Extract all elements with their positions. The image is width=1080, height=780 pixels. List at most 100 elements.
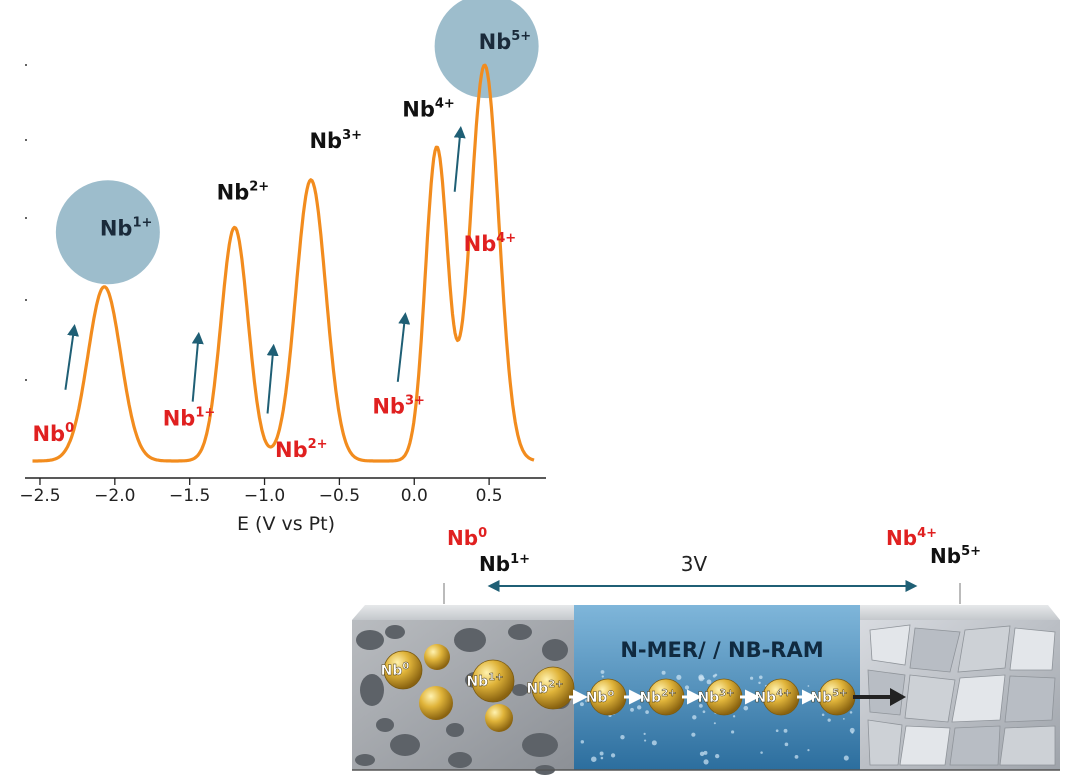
bubble (698, 674, 704, 680)
crystal-facet (867, 719, 903, 766)
bubble (600, 756, 604, 760)
pore (542, 639, 568, 661)
series-line (32, 63, 535, 463)
bubble (645, 710, 649, 714)
bubble (849, 727, 855, 733)
x-tick-label: −1.0 (244, 486, 285, 506)
right-black-label: Nb5+ (930, 544, 981, 568)
y-dot (25, 64, 27, 66)
oxidation-arrow (64, 323, 79, 390)
x-tick-label: −0.5 (319, 486, 360, 506)
particle-label: Nb1+ (466, 672, 503, 690)
nb-particle: Nb0 (380, 650, 423, 690)
left-red-label: Nb0 (447, 526, 487, 550)
bubble (699, 751, 705, 757)
pore (376, 718, 394, 732)
y-axis-marks (25, 64, 27, 381)
left-black-label: Nb1+ (479, 552, 530, 576)
oxidation-arrow (191, 331, 204, 402)
span-label: 3V (681, 552, 708, 576)
bubble (731, 730, 735, 734)
bubble (713, 722, 716, 725)
reduced-label: Nb3+ (372, 393, 425, 418)
bubble (630, 707, 634, 712)
bubble (715, 753, 720, 759)
x-ticks: −2.5 −2.0 −1.5 −1.0 −0.5 0.0 0.5 (19, 478, 503, 506)
gold-ball (424, 644, 450, 670)
device-diagram: Nb0 Nb1+ Nb4+ Nb5+ 3V N-MER/ / NB-RAM Nb… (352, 526, 1060, 775)
particle-ball (471, 659, 515, 703)
bubble (591, 756, 597, 762)
bubble (807, 749, 810, 752)
crystal-facet (949, 725, 1001, 766)
bubble (703, 750, 708, 755)
reduced-label: Nb2+ (275, 437, 328, 462)
bubble (651, 740, 657, 746)
oxidation-arrow (453, 125, 466, 192)
reduced-label: Nb4+ (464, 231, 517, 256)
pore (512, 684, 528, 696)
nb-particle: Nb2+ (639, 678, 685, 716)
porous-particles: Nb0 Nb1+ Nb2+ (380, 650, 575, 710)
highlight-circle (55, 180, 160, 285)
oxidized-label: Nb1+ (100, 215, 153, 240)
pore (508, 624, 532, 640)
highlight-circles (55, 0, 539, 285)
oxidation-arrows (64, 125, 466, 414)
bubble (783, 728, 788, 733)
particle-ball (383, 650, 423, 690)
y-dot (25, 379, 27, 381)
oxidized-label: Nb4+ (402, 96, 455, 121)
pore (360, 674, 384, 706)
bubble (851, 731, 854, 734)
bubble (620, 734, 625, 740)
electrolyte-title: N-MER/ / NB-RAM (620, 638, 823, 662)
reduced-state-labels: Nb0 Nb1+ Nb2+ Nb3+ Nb4+ (32, 231, 516, 462)
bubble (684, 685, 690, 690)
crystal-facet (869, 624, 911, 666)
reduced-label: Nb0 (32, 421, 74, 446)
cyclic-voltammogram-chart: −2.5 −2.0 −1.5 −1.0 −0.5 0.0 0.5 E (V vs Pt) N… (19, 0, 546, 535)
bubble (698, 703, 703, 708)
bubble (760, 751, 763, 754)
particle-label: Nbo (586, 688, 615, 706)
bubble (775, 729, 779, 733)
x-axis-label: E (V vs Pt) (237, 513, 335, 535)
bubble (758, 675, 763, 680)
bubble (644, 739, 647, 742)
crystal-facet (1004, 675, 1056, 723)
bubble (636, 705, 642, 710)
y-dot (25, 299, 27, 301)
oxidized-label: Nb3+ (309, 128, 362, 153)
x-tick-label: −2.5 (19, 486, 60, 506)
pore (356, 630, 384, 650)
bubble (692, 715, 697, 720)
oxidation-arrow (266, 343, 279, 414)
crystal-facet (867, 669, 906, 716)
pore (448, 752, 472, 768)
particle-label: Nb2+ (526, 679, 563, 697)
x-tick-label: 0.0 (401, 486, 428, 506)
reduced-label: Nb1+ (163, 405, 216, 430)
pore (446, 723, 464, 737)
bubble (676, 674, 682, 680)
gold-ball (485, 704, 513, 732)
oxidized-label: Nb5+ (479, 29, 532, 54)
bubble (749, 676, 754, 680)
x-tick-label: −2.0 (94, 486, 135, 506)
crystal-facet (957, 625, 1011, 673)
nb-particle: Nbo (585, 678, 627, 716)
bubble (580, 740, 585, 744)
bubble (712, 674, 716, 678)
particle-chain: Nbo Nb2+ Nb3+ Nb4+ Nb5+ (569, 678, 856, 716)
bubble (706, 679, 712, 685)
crystal-facet (904, 674, 956, 723)
crystal-facets (867, 624, 1056, 766)
y-dot (25, 139, 27, 141)
bubble (807, 685, 810, 687)
gold-ball (419, 686, 453, 720)
bubble (743, 705, 749, 711)
bubble (579, 702, 584, 707)
bubble (732, 715, 736, 718)
